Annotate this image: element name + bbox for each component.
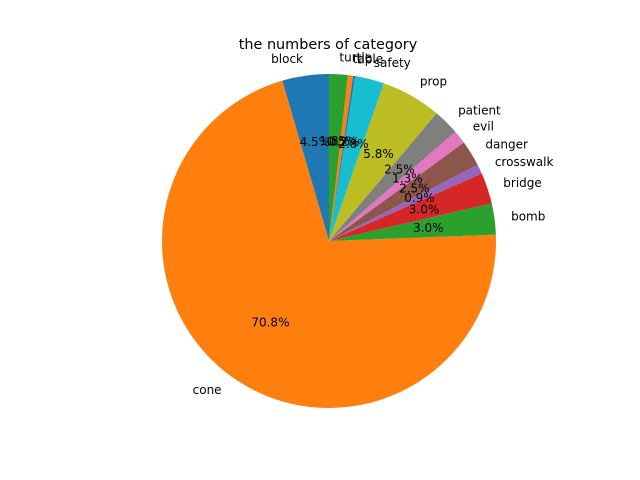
slice-percent-cone: 70.8% [251,315,289,329]
slice-percent-tip: 0.2% [329,135,360,149]
slice-percent-safety: 2.8% [338,137,369,151]
pie-slice-turtle [329,74,348,241]
slice-percent-bridge: 3.0% [409,202,440,216]
pie-slice-patient [329,113,456,241]
pie-slice-safety [329,76,384,241]
pie-slice-tip [329,75,356,241]
pie-slice-crosswalk [329,164,482,241]
pie-slices [161,74,496,408]
slice-label-danger: danger [485,138,528,152]
pie-labels: block cone bomb bridge crosswalk danger evil pa… [193,51,554,397]
pie-slice-bomb [329,203,496,241]
slice-label-table: table [353,52,383,66]
slice-percent-danger: 2.5% [399,181,430,195]
slice-percent-table: 0.5% [327,135,358,149]
pie-slice-table [329,75,354,241]
slice-label-turtle: turtle [339,51,372,65]
pie-slice-cone [161,80,496,408]
slice-label-evil: evil [473,120,494,134]
slice-label-bridge: bridge [503,176,542,190]
slice-label-block: block [271,52,303,66]
slice-label-safety: safety [374,56,411,70]
slice-label-cone: cone [193,383,222,397]
slice-label-prop: prop [420,74,447,88]
slice-percent-turtle: 1.8% [319,134,350,148]
pie-slice-danger [329,142,478,241]
pie-slice-bridge [329,173,492,241]
slice-label-patient: patient [458,103,501,117]
pie-slice-prop [329,83,437,241]
slice-label-tip: tip [357,52,373,66]
slice-label-crosswalk: crosswalk [495,155,554,169]
slice-percent-prop: 5.8% [363,147,394,161]
slice-percent-bomb: 3.0% [413,221,444,235]
pie-slice-block [282,74,329,241]
pie-slice-evil [329,131,464,241]
pie-percent-labels: 4.5%70.8%3.0%3.0%0.9%2.5%1.3%2.5%5.8%2.8… [251,134,443,329]
chart-title: the numbers of category [239,37,418,53]
slice-percent-patient: 2.5% [384,163,415,177]
slice-percent-evil: 1.3% [392,172,423,186]
slice-percent-crosswalk: 0.9% [404,191,435,205]
slice-label-bomb: bomb [511,210,545,224]
slice-percent-block: 4.5% [300,135,331,149]
